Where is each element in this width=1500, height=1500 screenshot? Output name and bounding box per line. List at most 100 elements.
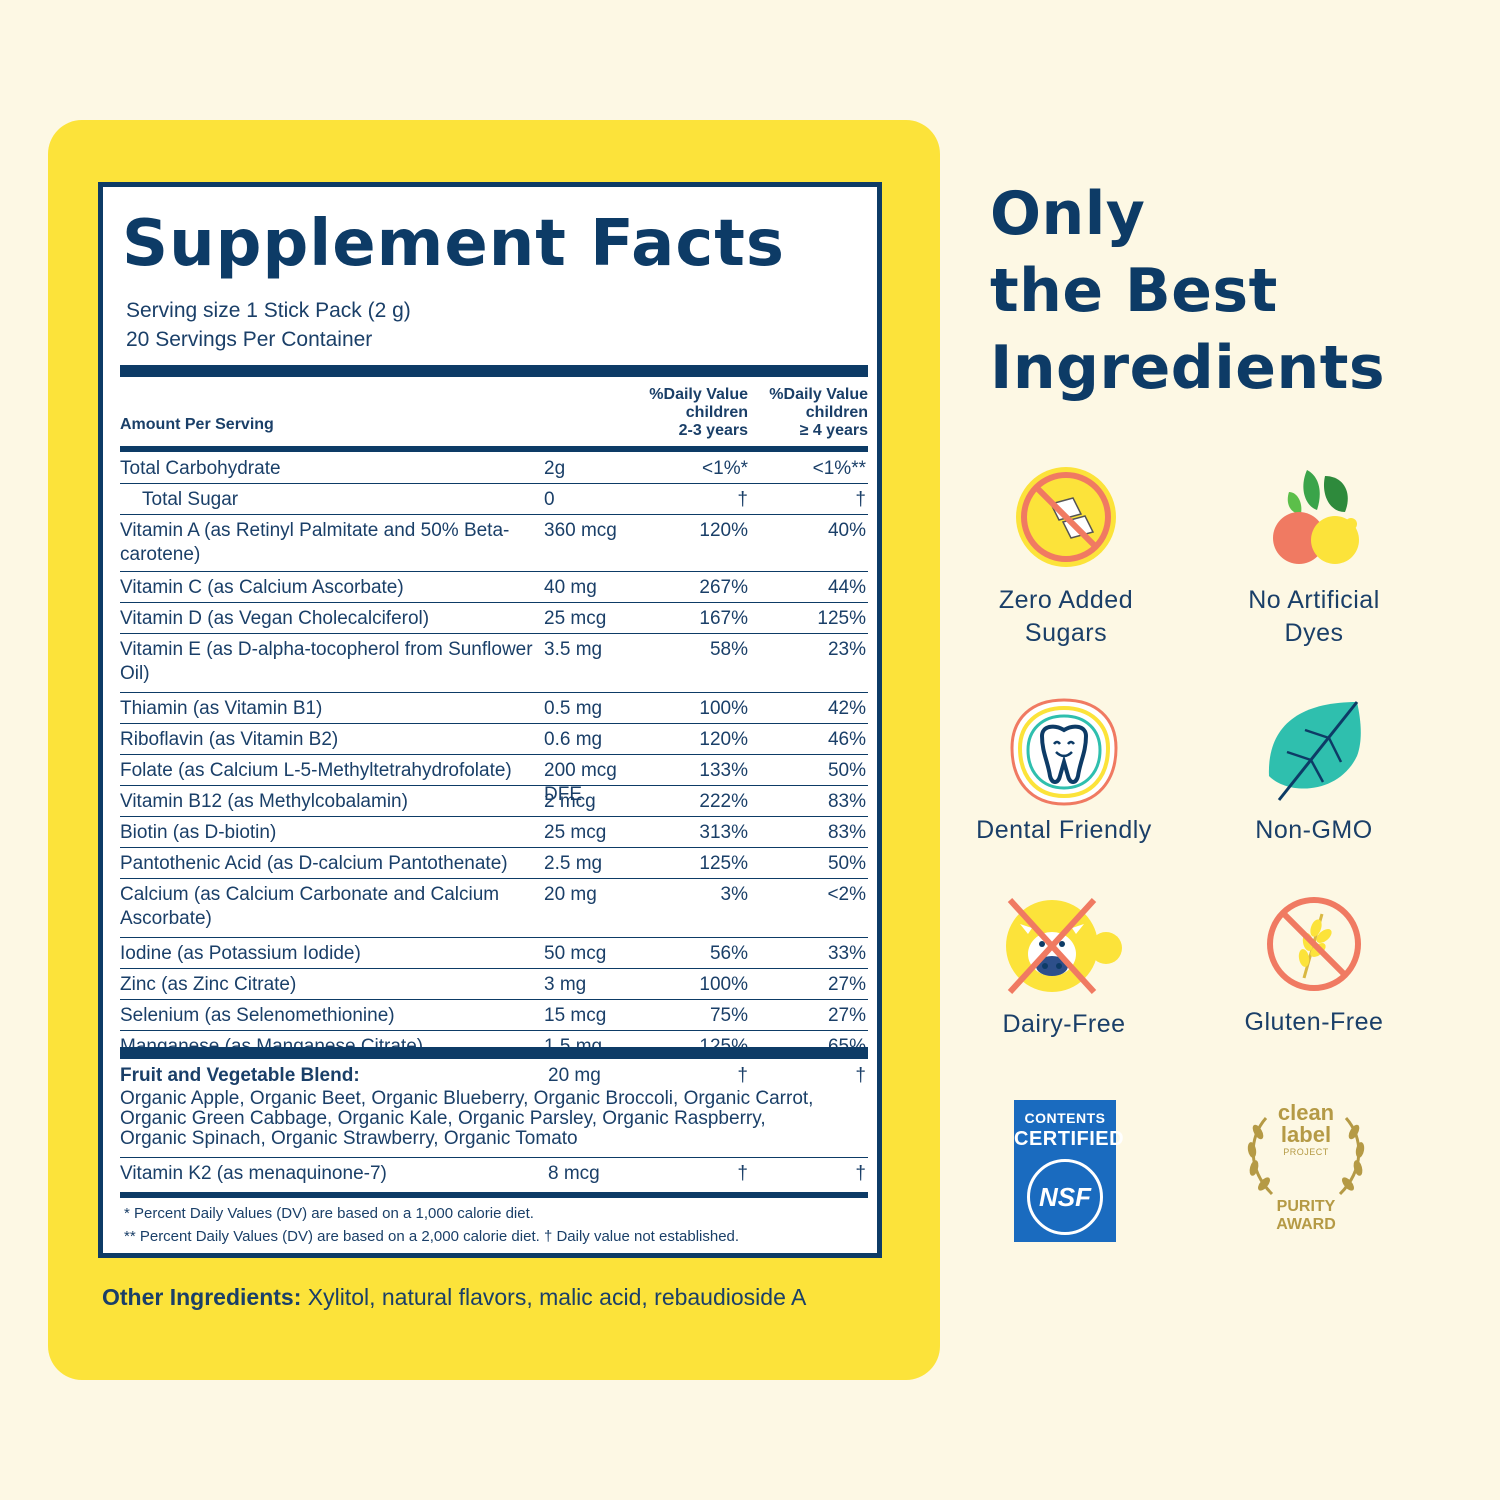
facts-title: Supplement Facts	[122, 207, 785, 281]
dv-4-years: 50%	[827, 760, 866, 781]
dv-2-3-years: 75%	[709, 1005, 748, 1026]
table-row: Iodine (as Potassium Iodide) 50 mcg 56% 33%	[120, 938, 868, 969]
nutrient-amount: 25 mcg	[544, 608, 607, 629]
supplement-facts-panel: Supplement Facts Serving size 1 Stick Pa…	[98, 182, 882, 1258]
table-row: Folate (as Calcium L-5-Methyltetrahydrof…	[120, 755, 868, 805]
nutrient-table: Total Carbohydrate 2g <1%* <1%** Total Sugar…	[120, 453, 868, 1061]
nutrient-amount: 0.5 mg	[544, 698, 603, 719]
nutrient-amount: 0	[544, 489, 555, 510]
dv-2-3-years: 167%	[699, 608, 748, 629]
badge-zero-added-sugars: Zero Added Sugars	[946, 462, 1186, 650]
no-dairy-icon	[1006, 897, 1122, 995]
dv-4-years: †	[855, 489, 866, 510]
dv-2-3-years: 100%	[699, 698, 748, 719]
nutrient-amount: 3 mg	[544, 974, 587, 995]
nutrient-amount: 3.5 mg	[544, 639, 603, 660]
dv-2-3-years: 313%	[699, 822, 748, 843]
dv-4-years: 40%	[827, 520, 866, 541]
nutrient-amount: 0.6 mg	[544, 729, 603, 750]
badge-non-gmo: Non-GMO	[1194, 696, 1434, 847]
clean-label-project-badge: clean label PROJECT PURITY AWARD	[1238, 1098, 1374, 1244]
nsf-logo: NSF	[1027, 1159, 1103, 1235]
table-row: Selenium (as Selenomethionine) 15 mcg 75% 2…	[120, 1000, 868, 1031]
serving-size: Serving size 1 Stick Pack (2 g)	[126, 299, 411, 322]
dv-4-years: <1%**	[812, 458, 866, 479]
dv-2-3-years: 120%	[699, 520, 748, 541]
nutrient-name: Total Sugar	[142, 489, 239, 510]
blend-amount: 20 mg	[548, 1065, 601, 1086]
nsf-certified-badge: CONTENTS CERTIFIED NSF	[1014, 1100, 1124, 1242]
table-row: Vitamin A (as Retinyl Palmitate and 50% …	[120, 515, 868, 572]
nutrient-amount: 20 mg	[544, 884, 597, 905]
k2-amount: 8 mcg	[548, 1163, 600, 1184]
fruit-vegetable-blend: Fruit and Vegetable Blend: 20 mg † † Org…	[120, 1061, 868, 1158]
table-row: Pantothenic Acid (as D-calcium Pantothen…	[120, 848, 868, 879]
nutrient-amount: 2 mcg	[544, 791, 596, 812]
nutrient-name: Total Carbohydrate	[120, 458, 281, 479]
nutrient-name: Folate (as Calcium L-5-Methyltetrahydrof…	[120, 760, 512, 781]
divider-header	[120, 446, 868, 452]
produce-icon	[1273, 470, 1359, 564]
nutrient-name: Biotin (as D-biotin)	[120, 822, 277, 843]
other-ingredients-text: Xylitol, natural flavors, malic acid, re…	[301, 1284, 807, 1310]
nutrient-name: Zinc (as Zinc Citrate)	[120, 974, 297, 995]
table-row: Vitamin E (as D-alpha-tocopherol from Su…	[120, 634, 868, 693]
nutrient-name: Selenium (as Selenomethionine)	[120, 1005, 395, 1026]
dv-2-3-years: 125%	[699, 853, 748, 874]
nutrient-amount: 2.5 mg	[544, 853, 603, 874]
badge-dental-friendly: Dental Friendly	[944, 696, 1184, 847]
nutrient-name: Vitamin E (as D-alpha-tocopherol from Su…	[120, 639, 533, 684]
dv-2-3-years: 133%	[699, 760, 748, 781]
table-row: Vitamin C (as Calcium Ascorbate) 40 mg 267…	[120, 572, 868, 603]
table-row: Riboflavin (as Vitamin B2) 0.6 mg 120% 46%	[120, 724, 868, 755]
dv-4-years: 83%	[827, 822, 866, 843]
footnote-1000-calorie: * Percent Daily Values (DV) are based on…	[124, 1205, 534, 1222]
dv-4-years: 50%	[827, 853, 866, 874]
blend-dv2: †	[855, 1065, 866, 1086]
dv-4-years: 83%	[827, 791, 866, 812]
divider-thick	[120, 365, 868, 377]
dv-4-years: 46%	[827, 729, 866, 750]
dv-2-3-years: 222%	[699, 791, 748, 812]
table-row: Vitamin D (as Vegan Cholecalciferol) 25 m…	[120, 603, 868, 634]
badge-dairy-free: Dairy-Free	[944, 894, 1184, 1041]
no-sugar-icon	[1016, 467, 1116, 567]
blend-ingredients: Organic Apple, Organic Beet, Organic Blu…	[120, 1088, 814, 1149]
nutrient-name: Calcium (as Calcium Carbonate and Calciu…	[120, 884, 500, 929]
dv-2-3-years: 58%	[709, 639, 748, 660]
badge-no-artificial-dyes: No Artificial Dyes	[1194, 462, 1434, 650]
nutrient-name: Vitamin D (as Vegan Cholecalciferol)	[120, 608, 430, 629]
dv-2-3-years: <1%*	[702, 458, 748, 479]
footnote-2000-calorie: ** Percent Daily Values (DV) are based o…	[124, 1228, 740, 1245]
nutrient-name: Iodine (as Potassium Iodide)	[120, 943, 361, 964]
dv-2-3-years: †	[737, 489, 748, 510]
other-ingredients-label: Other Ingredients:	[102, 1284, 302, 1310]
blend-title: Fruit and Vegetable Blend:	[120, 1065, 360, 1086]
nutrient-amount: 40 mg	[544, 577, 597, 598]
nutrient-amount: 15 mcg	[544, 1005, 607, 1026]
table-row: Total Sugar 0 † †	[120, 484, 868, 515]
laurel-wreath-icon	[1247, 1116, 1365, 1196]
dv-header-4-years: %Daily Value children ≥ 4 years	[769, 386, 868, 439]
k2-dv1: †	[737, 1163, 748, 1184]
dv-2-3-years: 3%	[720, 884, 748, 905]
k2-name: Vitamin K2 (as menaquinone-7)	[120, 1163, 387, 1184]
table-row: Zinc (as Zinc Citrate) 3 mg 100% 27%	[120, 969, 868, 1000]
divider-footer	[120, 1192, 868, 1198]
no-wheat-icon	[1267, 897, 1361, 991]
dv-4-years: 33%	[827, 943, 866, 964]
dv-4-years: 23%	[827, 639, 866, 660]
nutrient-amount: 50 mcg	[544, 943, 607, 964]
table-row: Total Carbohydrate 2g <1%* <1%**	[120, 453, 868, 484]
leaf-icon	[1268, 701, 1361, 801]
table-row: Calcium (as Calcium Carbonate and Calciu…	[120, 879, 868, 938]
nutrient-amount: 200 mcg DFE	[544, 760, 617, 805]
nutrient-name: Vitamin B12 (as Methylcobalamin)	[120, 791, 408, 812]
dv-4-years: 125%	[817, 608, 866, 629]
headline: Only the Best Ingredients	[990, 179, 1386, 403]
other-ingredients: Other Ingredients: Xylitol, natural flav…	[102, 1284, 806, 1311]
nutrient-amount: 360 mcg	[544, 520, 617, 541]
dv-2-3-years: 120%	[699, 729, 748, 750]
badge-gluten-free: Gluten-Free	[1194, 894, 1434, 1039]
dv-2-3-years: 267%	[699, 577, 748, 598]
